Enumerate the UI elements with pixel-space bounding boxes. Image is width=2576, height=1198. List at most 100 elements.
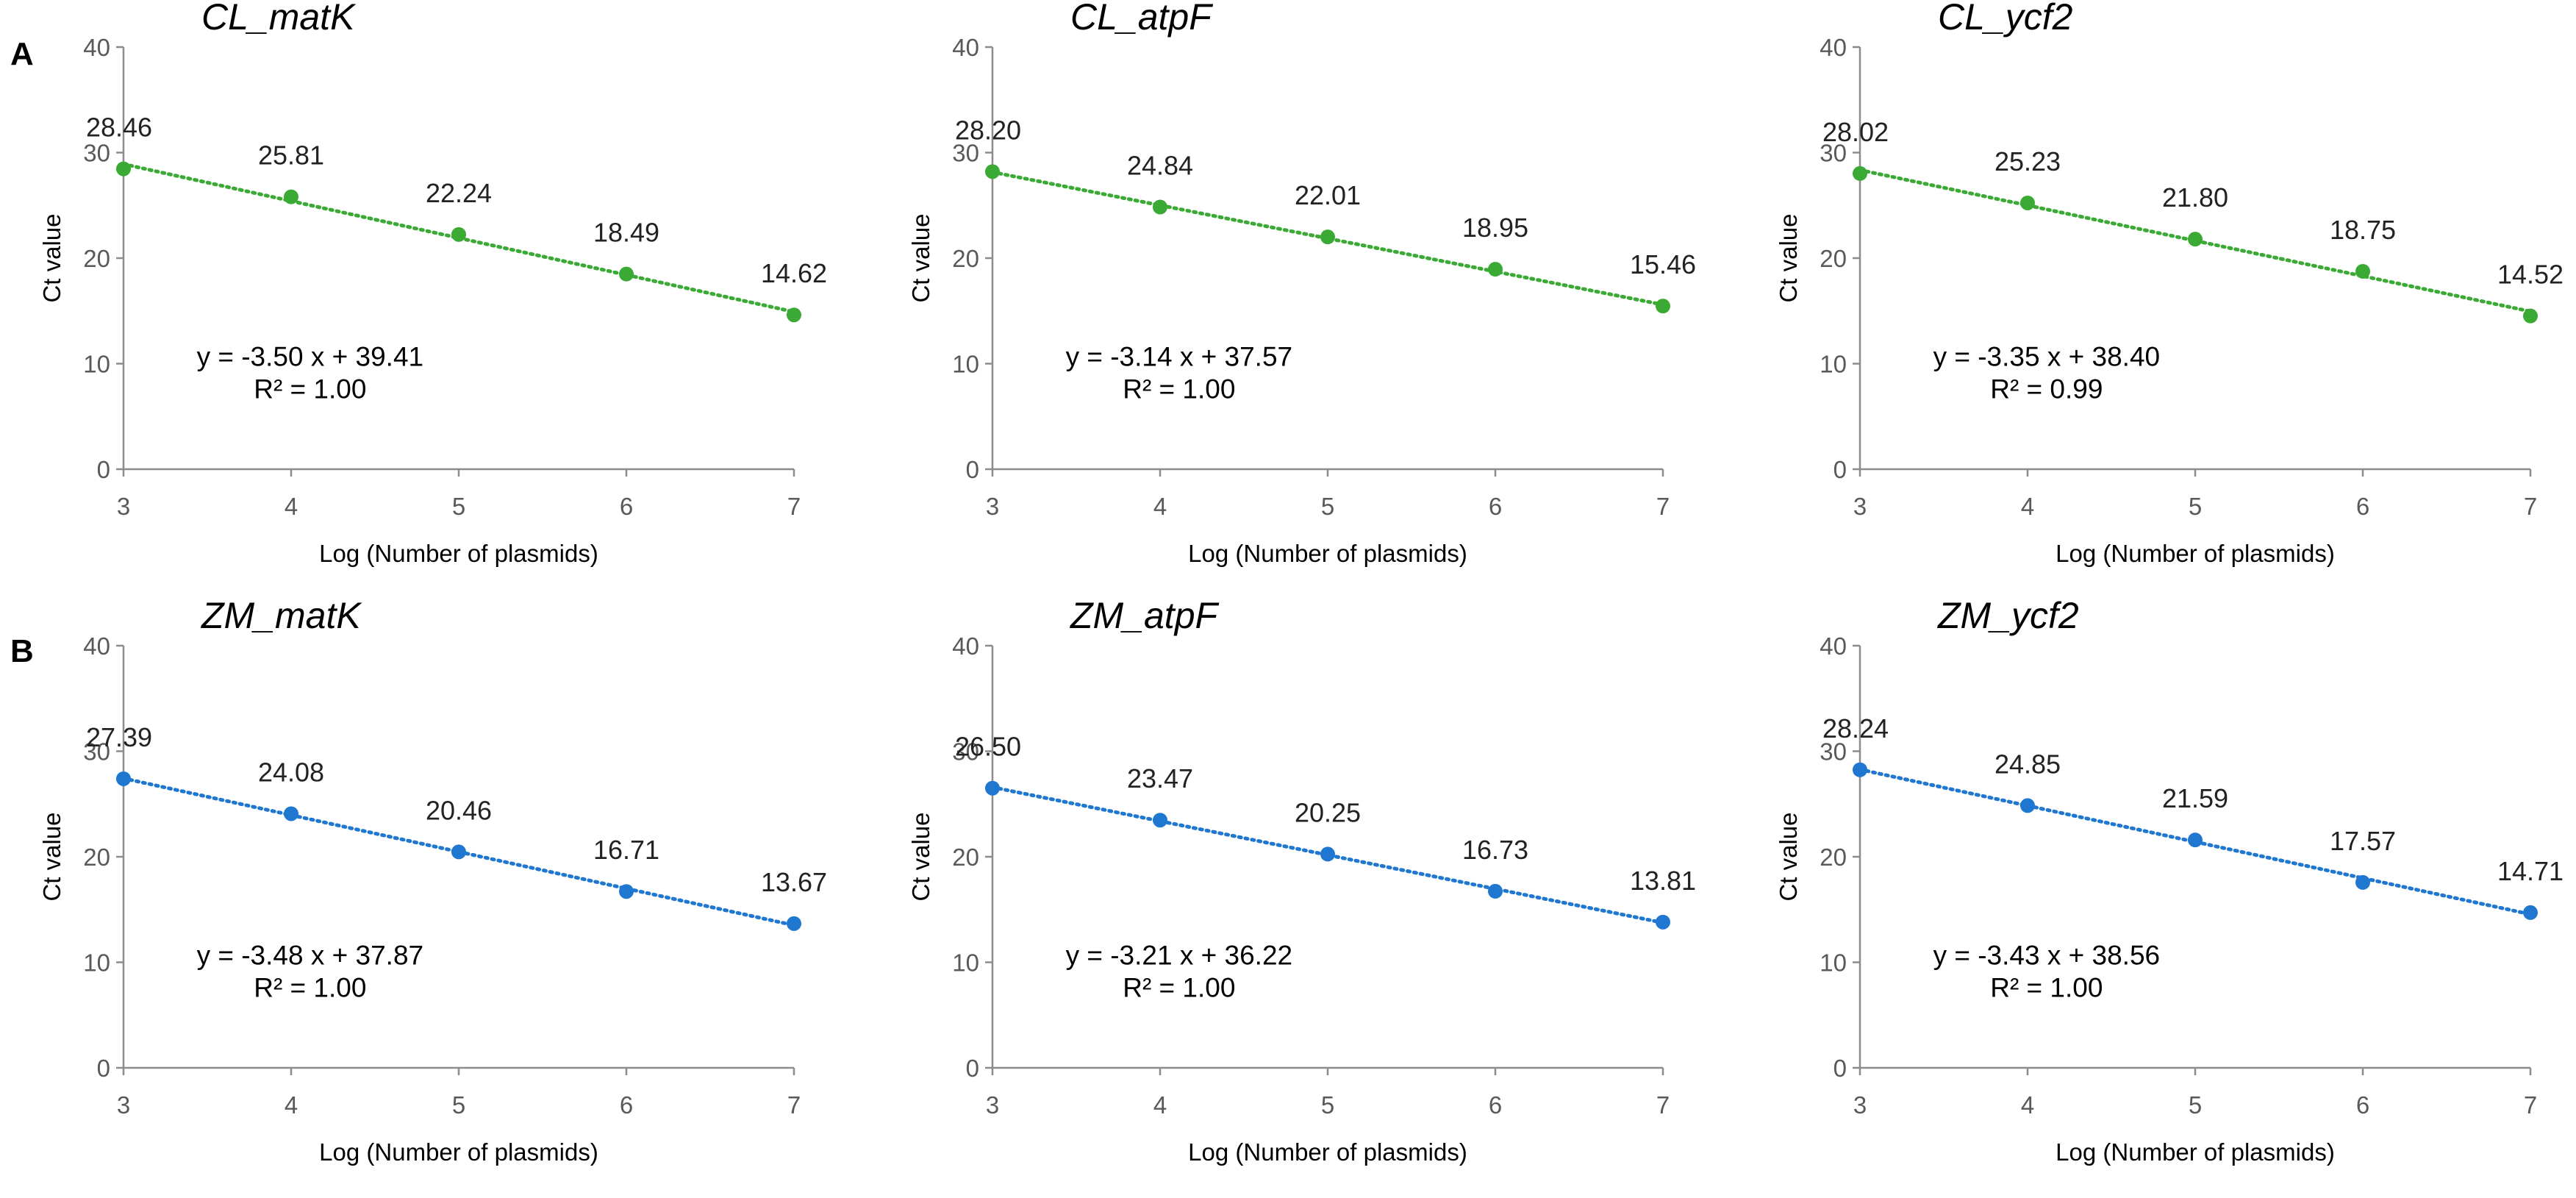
chart-0-data-label: 14.62 [761, 258, 827, 288]
chart-2-y-axis-title: Ct value [1775, 213, 1802, 302]
panel-letter-b: B [10, 633, 34, 669]
chart-1-y-tick-label: 30 [952, 140, 979, 167]
chart-1-x-tick-label: 4 [1153, 493, 1167, 520]
chart-4-data-label: 13.81 [1630, 866, 1696, 896]
chart-2-x-axis-title: Log (Number of plasmids) [2056, 540, 2335, 567]
chart-1-x-tick-label: 3 [986, 493, 999, 520]
chart-3-y-tick-label: 0 [97, 1055, 110, 1082]
chart-0-x-tick-label: 7 [787, 493, 801, 520]
chart-3-point [284, 806, 298, 821]
chart-4-x-tick-label: 3 [986, 1091, 999, 1119]
chart-5-point [1853, 762, 1867, 777]
chart-5-data-label: 24.85 [1994, 749, 2061, 779]
chart-1-y-tick-label: 0 [966, 456, 979, 483]
chart-3-x-tick-label: 5 [452, 1091, 465, 1119]
chart-0-point [619, 266, 634, 282]
chart-4-point [985, 780, 1000, 796]
chart-4-y-tick-label: 10 [952, 949, 979, 977]
chart-5-x-tick-label: 6 [2356, 1091, 2369, 1119]
chart-3: ZM_matK 0 10 20 30 40 3 4 5 6 7 Log (Number of plas… [38, 595, 827, 1166]
chart-2-point [2188, 232, 2203, 247]
chart-4-equation: y = -3.21 x + 36.22 [1066, 940, 1293, 970]
chart-0-data-label: 18.49 [593, 218, 659, 248]
chart-2-x-tick-label: 5 [2189, 493, 2202, 520]
chart-2-data-label: 28.02 [1822, 117, 1889, 147]
chart-5-title: ZM_ycf2 [1937, 595, 2079, 636]
chart-2-y-tick-label: 30 [1820, 140, 1847, 167]
chart-0-point [787, 307, 801, 323]
chart-3-x-axis-title: Log (Number of plasmids) [319, 1138, 598, 1166]
chart-1-y-axis-title: Ct value [907, 213, 934, 302]
chart-0-point [116, 161, 131, 177]
chart-4-data-label: 16.73 [1462, 835, 1528, 865]
chart-5-data-label: 14.71 [2497, 856, 2564, 886]
chart-4-y-tick-label: 20 [952, 844, 979, 871]
chart-5-point [2355, 874, 2370, 890]
chart-2-data-label: 14.52 [2497, 260, 2564, 290]
chart-3-x-tick-label: 3 [117, 1091, 130, 1119]
chart-5-x-tick-label: 4 [2021, 1091, 2034, 1119]
chart-0-equation: y = -3.50 x + 39.41 [197, 341, 424, 371]
chart-2-point [2355, 263, 2370, 279]
chart-1-data-label: 28.20 [955, 115, 1021, 145]
chart-4-y-tick-label: 30 [952, 738, 979, 766]
chart-4-y-axis-title: Ct value [907, 812, 934, 901]
chart-3-data-label: 24.08 [258, 757, 324, 787]
chart-3-x-tick-label: 4 [285, 1091, 298, 1119]
chart-3-data-label: 16.71 [593, 835, 659, 865]
chart-4-point [1320, 846, 1335, 862]
chart-0-y-tick-label: 40 [83, 34, 110, 61]
chart-0-title: CL_matK [201, 0, 357, 38]
chart-5-point [2020, 798, 2035, 813]
chart-4-x-tick-label: 5 [1321, 1091, 1334, 1119]
chart-4-x-tick-label: 6 [1489, 1091, 1502, 1119]
chart-0: CL_matK 0 10 20 30 40 3 4 5 6 7 Log (Number of plas… [38, 0, 827, 567]
chart-2-x-tick-label: 3 [1853, 493, 1867, 520]
chart-0-x-tick-label: 3 [117, 493, 130, 520]
chart-5-data-label: 17.57 [2330, 826, 2396, 856]
chart-4-data-label: 20.25 [1295, 797, 1361, 827]
chart-2-x-tick-label: 7 [2524, 493, 2537, 520]
chart-4: ZM_atpF 0 10 20 30 40 3 4 5 6 7 Log (Number of plas… [907, 595, 1696, 1166]
chart-5-point [2523, 905, 2538, 920]
chart-2-data-label: 21.80 [2162, 182, 2228, 213]
chart-1-equation: y = -3.14 x + 37.57 [1066, 341, 1293, 371]
chart-2-y-tick-label: 20 [1820, 245, 1847, 272]
chart-2-data-label: 25.23 [1994, 146, 2061, 177]
chart-0-x-tick-label: 5 [452, 493, 465, 520]
chart-4-y-tick-label: 40 [952, 632, 979, 660]
chart-0-y-axis-title: Ct value [38, 213, 65, 302]
chart-1-data-label: 15.46 [1630, 249, 1696, 279]
chart-0-x-tick-label: 4 [285, 493, 298, 520]
chart-4-y-tick-label: 0 [966, 1055, 979, 1082]
chart-3-point [116, 771, 131, 786]
chart-2-point [2523, 308, 2538, 324]
chart-3-point [787, 916, 801, 931]
chart-4-x-tick-label: 7 [1656, 1091, 1670, 1119]
chart-1-point [1320, 229, 1335, 245]
chart-5-x-tick-label: 5 [2189, 1091, 2202, 1119]
chart-5-y-tick-label: 10 [1820, 949, 1847, 977]
chart-1-trendline [990, 170, 1665, 307]
chart-1-data-label: 22.01 [1295, 180, 1361, 210]
chart-3-y-tick-label: 30 [83, 738, 110, 766]
chart-4-title: ZM_atpF [1070, 595, 1220, 636]
chart-2-y-tick-label: 40 [1820, 34, 1847, 61]
chart-1-point [1488, 262, 1503, 277]
chart-5-point [2188, 832, 2203, 848]
chart-4-point [1153, 813, 1167, 828]
chart-5-y-tick-label: 40 [1820, 632, 1847, 660]
chart-0-x-tick-label: 6 [620, 493, 633, 520]
chart-1-point [985, 164, 1000, 179]
chart-0-data-label: 25.81 [258, 140, 324, 171]
chart-5-y-tick-label: 0 [1833, 1055, 1847, 1082]
chart-0-y-tick-label: 0 [97, 456, 110, 483]
chart-4-data-label: 26.50 [955, 732, 1021, 762]
chart-5: ZM_ycf2 0 10 20 30 40 3 4 5 6 7 Log (Number of plas… [1775, 595, 2564, 1166]
chart-0-y-tick-label: 20 [83, 245, 110, 272]
chart-4-r-squared: R² = 1.00 [1123, 972, 1235, 1002]
chart-0-point [451, 227, 466, 242]
chart-4-x-tick-label: 4 [1153, 1091, 1167, 1119]
chart-0-r-squared: R² = 1.00 [254, 374, 366, 404]
